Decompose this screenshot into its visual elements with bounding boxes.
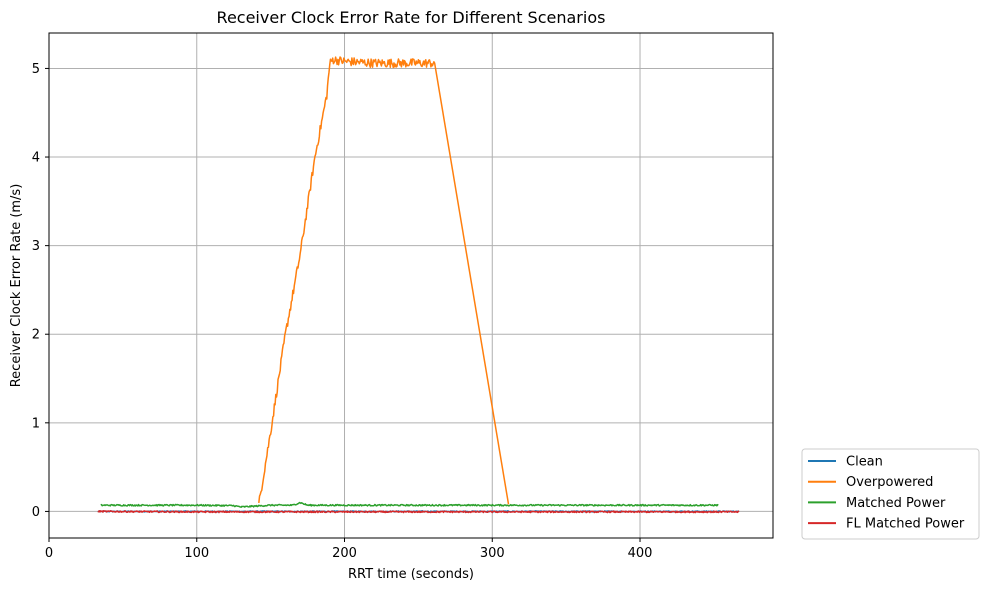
x-tick-label: 400 [628, 546, 653, 561]
y-tick-label: 5 [32, 62, 40, 77]
plot-frame [48, 32, 774, 539]
x-tick-label: 0 [45, 546, 53, 561]
legend-label: Clean [846, 455, 883, 470]
x-tick-label: 300 [480, 546, 505, 561]
y-tick-label: 0 [32, 505, 40, 520]
ticks: 0 100 200 300 400 0 1 2 3 4 5 [32, 62, 653, 561]
legend-box [801, 448, 980, 540]
series-line-overpowered [258, 56, 510, 505]
y-tick-label: 2 [32, 328, 40, 343]
x-tick-label: 100 [184, 546, 209, 561]
y-axis-label: Receiver Clock Error Rate (m/s) [9, 184, 24, 388]
series-group [97, 56, 740, 514]
legend-label: Overpowered [846, 475, 933, 490]
x-tick-label: 200 [332, 546, 357, 561]
x-axis-label: RRT time (seconds) [348, 567, 474, 582]
series-line-matched-power [100, 501, 719, 508]
y-tick-label: 4 [32, 151, 40, 166]
legend-label: FL Matched Power [846, 517, 965, 532]
y-tick-label: 1 [32, 416, 40, 431]
legend-label: Matched Power [846, 496, 946, 511]
chart-title: Receiver Clock Error Rate for Different … [217, 8, 606, 27]
legend: Clean Overpowered Matched Power FL Matched … [801, 448, 980, 540]
series-line-fl-matched-power [97, 510, 740, 514]
y-tick-label: 3 [32, 239, 40, 254]
grid [48, 33, 773, 538]
